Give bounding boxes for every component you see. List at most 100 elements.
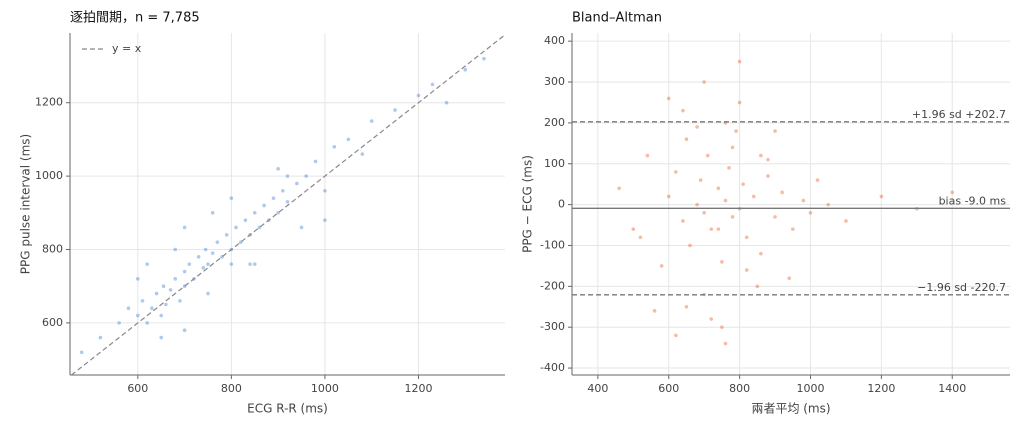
point <box>369 119 374 123</box>
x-tick-label: 1000 <box>796 382 824 395</box>
x-tick-label: 1200 <box>404 382 432 395</box>
reference-line <box>71 34 506 376</box>
y-tick-label: 1200 <box>35 96 63 109</box>
point <box>698 178 703 182</box>
point <box>759 251 763 256</box>
point <box>766 157 770 162</box>
y-tick-label: -100 <box>540 238 565 251</box>
point <box>741 182 745 186</box>
point <box>224 233 229 237</box>
y-tick-label: -200 <box>540 279 565 292</box>
point <box>815 178 820 182</box>
y-tick-label: 1000 <box>35 169 63 182</box>
point <box>182 225 187 230</box>
y-tick-label: 300 <box>544 75 565 88</box>
point <box>737 100 742 105</box>
point <box>645 153 650 158</box>
point <box>720 325 724 329</box>
point <box>168 288 173 292</box>
point <box>248 262 252 266</box>
point <box>463 67 468 72</box>
point <box>182 328 187 333</box>
hline-label: bias -9.0 ms <box>939 194 1007 207</box>
point <box>826 202 831 207</box>
point <box>393 108 397 112</box>
legend-label: y = x <box>112 42 142 55</box>
x-tick-label: 400 <box>587 382 608 395</box>
point <box>360 152 365 156</box>
point <box>229 262 234 266</box>
point <box>98 335 103 340</box>
point <box>744 235 749 240</box>
point <box>688 243 692 248</box>
x-tick-label: 1400 <box>938 382 966 395</box>
point <box>766 174 770 178</box>
point <box>617 186 621 191</box>
hline-label: +1.96 sd +202.7 <box>912 108 1006 121</box>
point <box>674 333 678 338</box>
hline-label: −1.96 sd -220.7 <box>917 281 1006 294</box>
point <box>313 159 318 164</box>
point <box>161 284 166 288</box>
point <box>674 170 678 174</box>
point <box>844 219 848 223</box>
point <box>709 227 714 231</box>
point <box>79 350 84 355</box>
point <box>154 291 159 296</box>
point <box>709 317 714 321</box>
point <box>210 251 215 255</box>
point <box>723 341 728 346</box>
point <box>773 129 777 133</box>
point <box>734 129 738 133</box>
point <box>780 190 784 195</box>
point <box>252 262 257 266</box>
point <box>285 199 290 204</box>
y-tick-label: 100 <box>544 157 565 170</box>
point <box>723 198 728 203</box>
point <box>744 268 749 272</box>
y-tick-label: -300 <box>540 320 565 333</box>
point <box>702 80 706 84</box>
y-tick-label: 600 <box>42 316 63 329</box>
point <box>323 218 327 222</box>
point <box>187 262 192 266</box>
point <box>666 96 671 101</box>
point <box>730 215 735 219</box>
y-tick-label: 0 <box>558 198 565 211</box>
point <box>173 247 178 252</box>
point <box>681 108 685 113</box>
point <box>787 276 792 280</box>
y-tick-label: 800 <box>42 243 63 256</box>
point <box>416 93 421 98</box>
point <box>234 225 238 230</box>
point <box>159 335 164 340</box>
point <box>304 174 309 178</box>
chart-title: Bland–Altman <box>572 11 662 26</box>
point <box>879 194 884 199</box>
point <box>716 227 721 231</box>
point <box>737 59 742 64</box>
point <box>638 235 643 240</box>
point <box>727 166 731 170</box>
point <box>210 211 215 215</box>
point <box>262 203 266 208</box>
point <box>126 306 131 311</box>
x-tick-label: 1200 <box>867 382 895 395</box>
point <box>681 219 685 223</box>
point <box>652 309 657 313</box>
point <box>730 145 735 150</box>
point <box>295 181 299 186</box>
point <box>808 210 813 215</box>
point <box>695 202 699 207</box>
point <box>164 302 168 307</box>
x-tick-label: 600 <box>127 382 148 395</box>
point <box>243 218 248 222</box>
point <box>203 247 208 252</box>
point <box>229 196 234 200</box>
point <box>950 190 955 195</box>
point <box>444 100 449 105</box>
point <box>201 266 206 270</box>
point <box>252 211 257 215</box>
x-axis-label: 兩者平均 (ms) <box>751 402 830 416</box>
